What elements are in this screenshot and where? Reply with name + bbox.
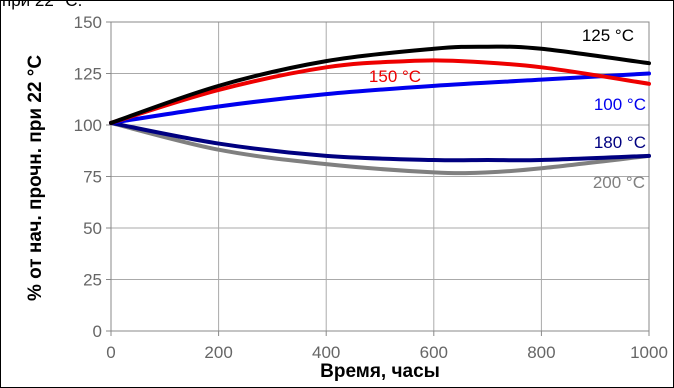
series-lines	[109, 44, 651, 176]
series-label-100: 100 °C	[594, 95, 646, 114]
x-tick-label: 0	[106, 343, 115, 362]
y-tick-label: 100	[74, 116, 102, 135]
y-tick-label: 125	[74, 65, 102, 84]
series-line-100	[109, 71, 651, 125]
x-tick-label: 400	[312, 343, 340, 362]
plot-area-border	[110, 21, 650, 332]
series-line-200	[109, 120, 651, 176]
x-tick-label: 1000	[630, 343, 668, 362]
caption-top: при 22 °C.	[2, 0, 83, 10]
x-tick-labels: 0 200 400 600 800 1000	[106, 343, 668, 362]
x-tick-label: 200	[204, 343, 232, 362]
y-tick-label: 0	[93, 322, 102, 341]
x-axis-title: Время, часы	[320, 361, 440, 382]
series-labels: 100 °C 125 °C 150 °C 180 °C 200 °C	[369, 26, 646, 192]
series-label-200: 200 °C	[593, 173, 645, 192]
series-label-180: 180 °C	[594, 133, 646, 152]
axes	[106, 21, 650, 336]
series-line-180	[109, 120, 651, 163]
y-tick-label: 75	[83, 168, 102, 187]
y-axis-title: % от нач. прочн. при 22 °C	[25, 55, 46, 301]
y-tick-label: 25	[83, 271, 102, 290]
series-label-150: 150 °C	[369, 67, 421, 86]
y-tick-label: 150	[74, 13, 102, 32]
y-tick-labels: 0 25 50 75 100 125 150	[74, 13, 102, 341]
series-line-125	[109, 44, 651, 125]
series-label-125: 125 °C	[582, 26, 634, 45]
y-tick-label: 50	[83, 219, 102, 238]
x-tick-label: 600	[420, 343, 448, 362]
x-tick-label: 800	[527, 343, 555, 362]
series-line-150	[109, 58, 651, 125]
